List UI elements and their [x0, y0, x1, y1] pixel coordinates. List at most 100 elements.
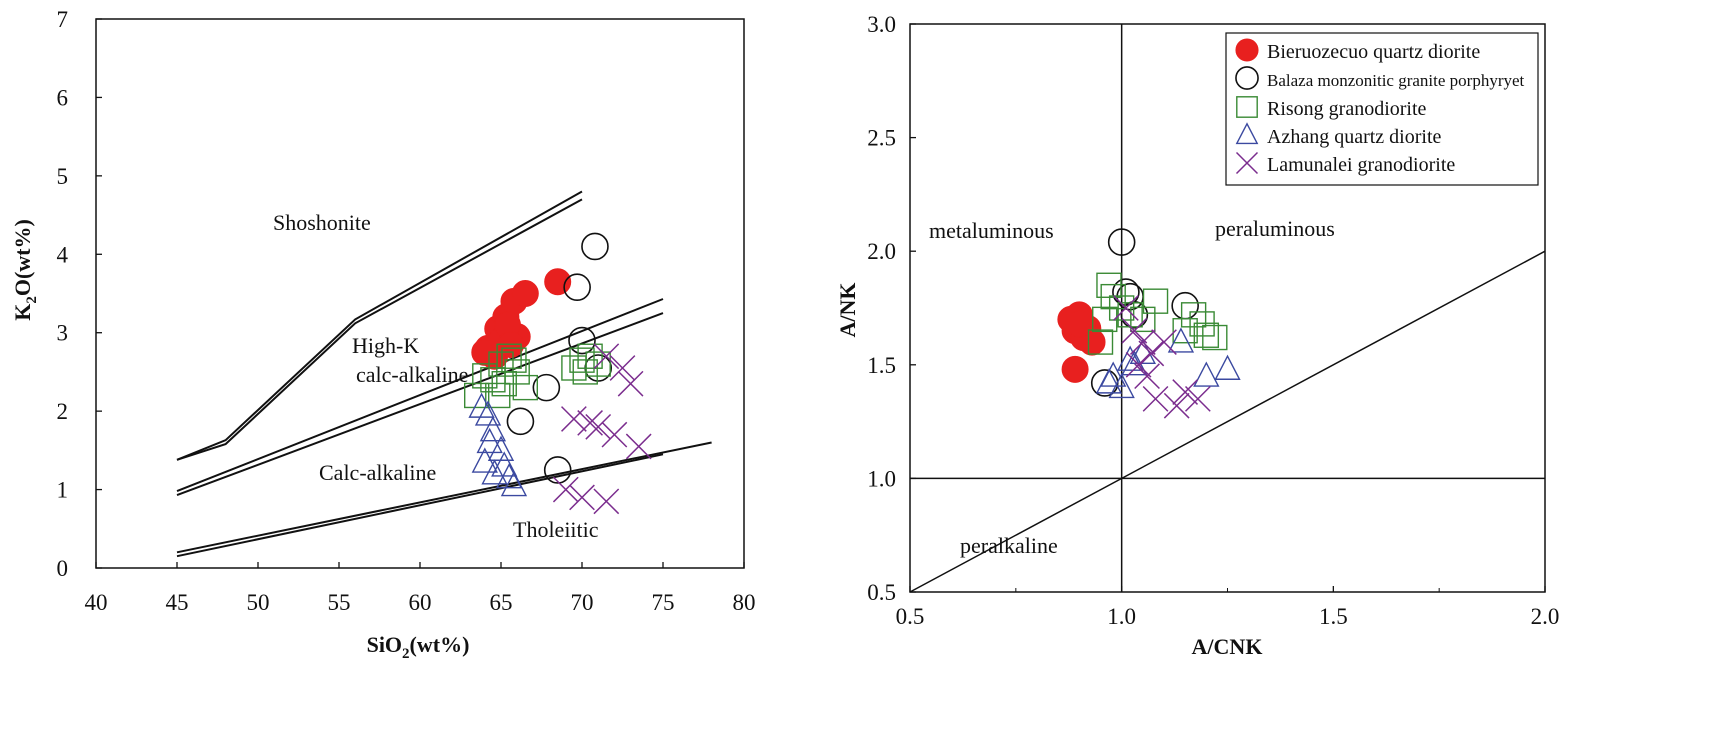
right-x-axis-title: A/CNK	[1192, 634, 1263, 659]
point-azhang-quartz-diorite	[1095, 368, 1123, 394]
point-risong-granodiorite	[512, 374, 538, 401]
point-balaza-monzonitic-granite-porphyryet	[1120, 301, 1149, 329]
point-azhang-quartz-diorite	[1214, 354, 1241, 380]
point-lamunalei-granodiorite	[585, 413, 612, 440]
y-tick-label: 4	[57, 242, 69, 267]
x-tick-label: 40	[85, 590, 108, 615]
point-lamunalei-granodiorite	[1113, 295, 1139, 321]
point-lamunalei-granodiorite	[1121, 317, 1148, 344]
point-risong-granodiorite	[472, 363, 498, 389]
point-lamunalei-granodiorite	[601, 421, 628, 448]
legend-marker-bieruozecuo-quartz-diorite	[1235, 38, 1259, 62]
point-lamunalei-granodiorite	[561, 406, 587, 432]
legend-marker-lamunalei-granodiorite	[1235, 151, 1259, 175]
x-tick-label: 55	[328, 590, 351, 615]
point-lamunalei-granodiorite	[1142, 385, 1169, 412]
y-tick-label: 1	[57, 478, 69, 503]
point-risong-granodiorite	[1193, 322, 1220, 348]
point-azhang-quartz-diorite	[471, 447, 498, 473]
point-lamunalei-granodiorite	[593, 488, 620, 515]
x-tick-label: 0.5	[896, 604, 925, 629]
reference-line-diagonal	[909, 250, 1546, 593]
legend-marker-azhang-quartz-diorite	[1235, 122, 1259, 145]
region-label-metaluminous: metaluminous	[929, 218, 1054, 243]
point-azhang-quartz-diorite	[474, 400, 502, 426]
x-tick-label: 45	[166, 590, 189, 615]
point-balaza-monzonitic-granite-porphyryet	[581, 232, 609, 261]
region-label-calc-alkaline-high-k: calc-alkaline	[356, 362, 468, 387]
right-axis-ticks: 0.5 1.0 1.5 2.0 0.5 1.0 1.5 2.0 2.5 3.0	[867, 12, 1559, 629]
y-tick-label: 0.5	[867, 580, 896, 605]
y-tick-label: 7	[57, 7, 69, 32]
point-risong-granodiorite	[1172, 318, 1198, 344]
region-label-high-k: High-K	[352, 333, 419, 358]
legend-marker-risong-granodiorite	[1236, 96, 1258, 118]
x-title-tail: (wt%)	[410, 632, 470, 657]
point-risong-granodiorite	[464, 382, 490, 409]
point-balaza-monzonitic-granite-porphyryet	[532, 373, 561, 402]
boundary-line-3	[176, 298, 664, 493]
x-tick-label: 75	[652, 590, 675, 615]
point-lamunalei-granodiorite	[1184, 385, 1211, 412]
y-tick-label: 2	[57, 399, 69, 424]
left-y-axis-title: K2O(wt%)	[10, 219, 40, 321]
point-balaza-monzonitic-granite-porphyryet	[563, 273, 591, 302]
y-tick-label: 6	[57, 85, 69, 110]
y-tick-label: 1.0	[867, 466, 896, 491]
boundary-line-2	[176, 198, 583, 461]
series-boundary-lines	[176, 190, 712, 558]
region-label-peralkaline: peralkaline	[960, 533, 1058, 558]
y-tick-label: 2.5	[867, 126, 896, 151]
boundary-line-5	[176, 441, 712, 554]
point-lamunalei-granodiorite	[1172, 379, 1199, 405]
point-lamunalei-granodiorite	[577, 410, 603, 436]
x-tick-label: 50	[247, 590, 270, 615]
left-x-axis-title: SiO2(wt%)	[367, 632, 470, 662]
point-lamunalei-granodiorite	[1151, 329, 1177, 355]
point-risong-granodiorite	[585, 351, 611, 377]
region-label-shoshonite: Shoshonite	[273, 210, 371, 235]
point-lamunalei-granodiorite	[552, 476, 579, 503]
point-lamunalei-granodiorite	[569, 484, 595, 511]
point-balaza-monzonitic-granite-porphyryet	[568, 326, 596, 355]
point-balaza-monzonitic-granite-porphyryet	[543, 456, 572, 484]
point-risong-granodiorite	[491, 370, 517, 397]
y-tick-label: 0	[57, 556, 69, 581]
point-risong-granodiorite	[572, 359, 598, 385]
region-label-peraluminous: peraluminous	[1215, 216, 1335, 241]
legend-label-balaza: Balaza monzonitic granite porphyryet	[1267, 71, 1525, 90]
point-lamunalei-granodiorite	[625, 433, 652, 460]
point-azhang-quartz-diorite	[491, 451, 518, 477]
region-label-calc-alkaline: Calc-alkaline	[319, 460, 436, 485]
legend-markers	[1235, 38, 1259, 175]
point-azhang-quartz-diorite	[1116, 345, 1144, 371]
point-azhang-quartz-diorite	[479, 416, 507, 442]
x-tick-label: 65	[490, 590, 513, 615]
x-tick-label: 70	[571, 590, 594, 615]
anK-acnk-chart: 0.5 1.0 1.5 2.0 0.5 1.0 1.5 2.0 2.5 3.0 metalumin…	[835, 12, 1559, 659]
point-bieruozecuo-quartz-diorite	[1061, 355, 1089, 383]
point-azhang-quartz-diorite	[1167, 327, 1195, 353]
point-lamunalei-granodiorite	[617, 370, 644, 397]
y-title-subscript: 2	[24, 296, 40, 304]
point-balaza-monzonitic-granite-porphyryet	[506, 407, 535, 436]
y-tick-label: 3	[57, 321, 69, 346]
y-title-main: K	[10, 304, 35, 321]
point-balaza-monzonitic-granite-porphyryet	[1107, 228, 1136, 256]
point-lamunalei-granodiorite	[1134, 363, 1160, 390]
legend-label-lamunalei: Lamunalei granodiorite	[1267, 154, 1455, 176]
point-lamunalei-granodiorite	[1129, 329, 1156, 355]
y-tick-label: 5	[57, 164, 69, 189]
point-lamunalei-granodiorite	[593, 343, 620, 370]
x-tick-label: 2.0	[1531, 604, 1560, 629]
x-tick-label: 60	[409, 590, 432, 615]
region-label-tholeiitic: Tholeiitic	[513, 517, 599, 542]
x-title-subscript: 2	[402, 646, 410, 662]
point-risong-granodiorite	[1087, 329, 1114, 355]
point-risong-granodiorite	[1202, 324, 1228, 351]
right-y-axis-title: A/NK	[835, 283, 860, 338]
left-data-points	[464, 232, 652, 515]
